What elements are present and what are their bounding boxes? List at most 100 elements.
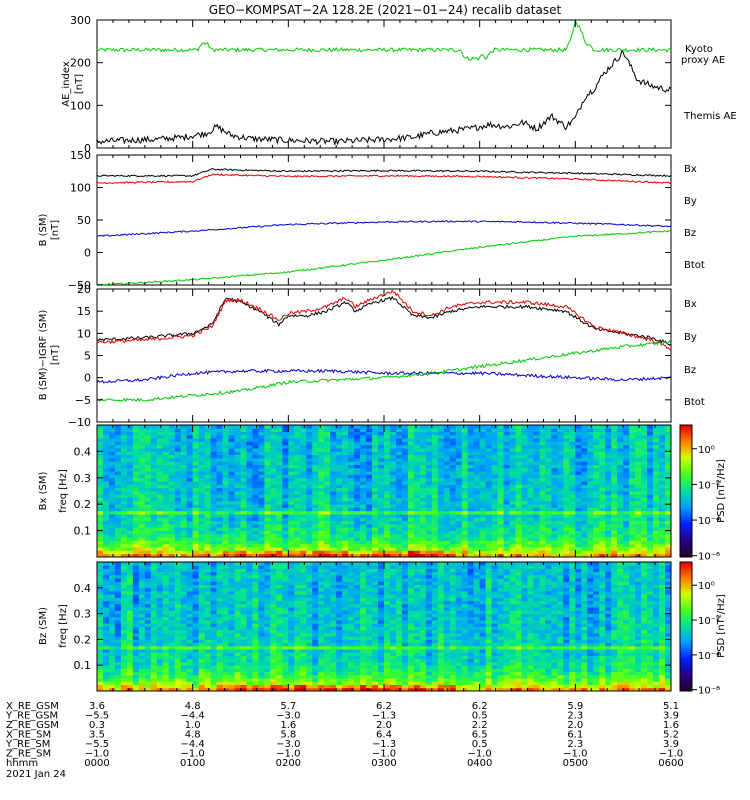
spectrogram-cell (258, 438, 265, 442)
spectrogram-cell (485, 530, 493, 535)
spectrogram-cell (132, 616, 140, 621)
spectrogram-cell (647, 431, 654, 436)
spectrogram-cell (180, 587, 188, 592)
spectrogram-cell (503, 441, 510, 446)
spectrogram-cell (162, 616, 170, 621)
spectrogram-cell (120, 451, 128, 456)
spectrogram-cell (198, 487, 206, 492)
spectrogram-cell (126, 474, 134, 479)
spectrogram-cell (641, 540, 648, 545)
spectrogram-cell (312, 500, 319, 505)
spectrogram-cell (443, 507, 451, 512)
spectrogram-cell (246, 684, 253, 689)
spectrogram-cell (174, 578, 182, 582)
spectrogram-cell (222, 613, 229, 618)
spectrogram-cell (449, 425, 457, 429)
spectrogram-cell (336, 481, 343, 485)
spectrogram-cell (539, 487, 546, 492)
spectrogram-cell (102, 425, 110, 429)
spectrogram-cell (431, 441, 439, 446)
spectrogram-cell (533, 510, 540, 515)
spectrogram-cell (126, 661, 134, 666)
spectrogram-cell (192, 491, 200, 495)
spectrogram-cell (605, 474, 612, 479)
spectrogram-cell (132, 678, 140, 682)
spectrogram-cell (509, 543, 516, 548)
spectrogram-cell (515, 441, 522, 446)
spectrogram-cell (234, 581, 241, 585)
spectrogram-cell (389, 464, 397, 469)
spectrogram-cell (108, 674, 116, 679)
spectrogram-cell (216, 474, 223, 479)
spectrogram-cell (611, 533, 618, 538)
spectrogram-cell (204, 461, 212, 465)
spectrogram-cell (354, 543, 361, 548)
spectrogram-cell (395, 540, 403, 545)
spectrogram-cell (192, 562, 200, 566)
spectrogram-cell (138, 620, 146, 624)
spectrogram-cell (102, 629, 110, 634)
spectrogram-cell (252, 533, 259, 538)
spectrogram-cell (144, 434, 152, 439)
spectrogram-cell (461, 484, 469, 489)
spectrogram-cell (156, 507, 164, 512)
spectrogram-cell (114, 607, 122, 611)
spectrogram-cell (97, 550, 104, 555)
spectrogram-cell (563, 517, 570, 522)
spectrogram-cell (198, 461, 206, 465)
spectrogram-cell (138, 649, 146, 653)
spectrogram-cell (168, 639, 176, 644)
spectrogram-cell (168, 481, 176, 485)
spectrogram-cell (240, 671, 247, 676)
spectrogram-cell (120, 674, 128, 679)
spectrogram-cell (240, 471, 247, 475)
spectrogram-cell (288, 434, 295, 439)
spectrogram-cell (276, 491, 283, 495)
spectrogram-cell (222, 642, 229, 647)
spectrogram-cell (461, 477, 469, 482)
spectrogram-cell (258, 550, 265, 555)
spectrogram-cell (491, 547, 499, 551)
spectrogram-cell (192, 537, 200, 541)
spectrogram-cell (192, 530, 200, 535)
spectrogram-cell (198, 434, 206, 439)
spectrogram-cell (174, 438, 182, 442)
spectrogram-cell (258, 510, 265, 515)
spectrogram-cell (659, 441, 666, 446)
spectrogram-cell (192, 467, 200, 472)
spectrogram-cell (372, 434, 379, 439)
spectrogram-cell (503, 553, 510, 558)
spectrogram-cell (108, 607, 116, 611)
spectrogram-cell (641, 530, 648, 535)
spectrogram-cell (503, 431, 510, 436)
spectrogram-cell (180, 448, 188, 452)
spectrogram-cell (647, 547, 654, 551)
spectrogram-cell (401, 471, 409, 475)
spectrogram-cell (276, 514, 283, 518)
spectrogram-cell (653, 487, 660, 492)
spectrogram-cell (246, 568, 253, 573)
spectrogram-cell (605, 540, 612, 545)
spectrogram-cell (114, 425, 122, 429)
spectrogram-cell (461, 434, 469, 439)
spectrogram-cell (467, 543, 475, 548)
spectrogram-cell (240, 524, 247, 528)
spectrogram-cell (455, 425, 463, 429)
spectrogram-cell (240, 497, 247, 502)
spectrogram-cell (114, 568, 122, 573)
spectrogram-cell (437, 537, 445, 541)
spectrogram-cell (318, 461, 325, 465)
spectrogram-cell (521, 431, 528, 436)
spectrogram-cell (551, 428, 558, 432)
spectrogram-cell (97, 487, 104, 492)
spectrogram-cell (246, 652, 253, 656)
spectrogram-cell (162, 632, 170, 637)
spectrogram-cell (407, 491, 415, 495)
spectrogram-cell (527, 471, 534, 475)
spectrogram-cell (97, 497, 104, 502)
panel-digrf-frame (96, 288, 672, 423)
spectrogram-cell (611, 487, 618, 492)
spectrogram-cell (156, 474, 164, 479)
spectrogram-cell (485, 431, 493, 436)
spectrogram-cell (246, 550, 253, 555)
